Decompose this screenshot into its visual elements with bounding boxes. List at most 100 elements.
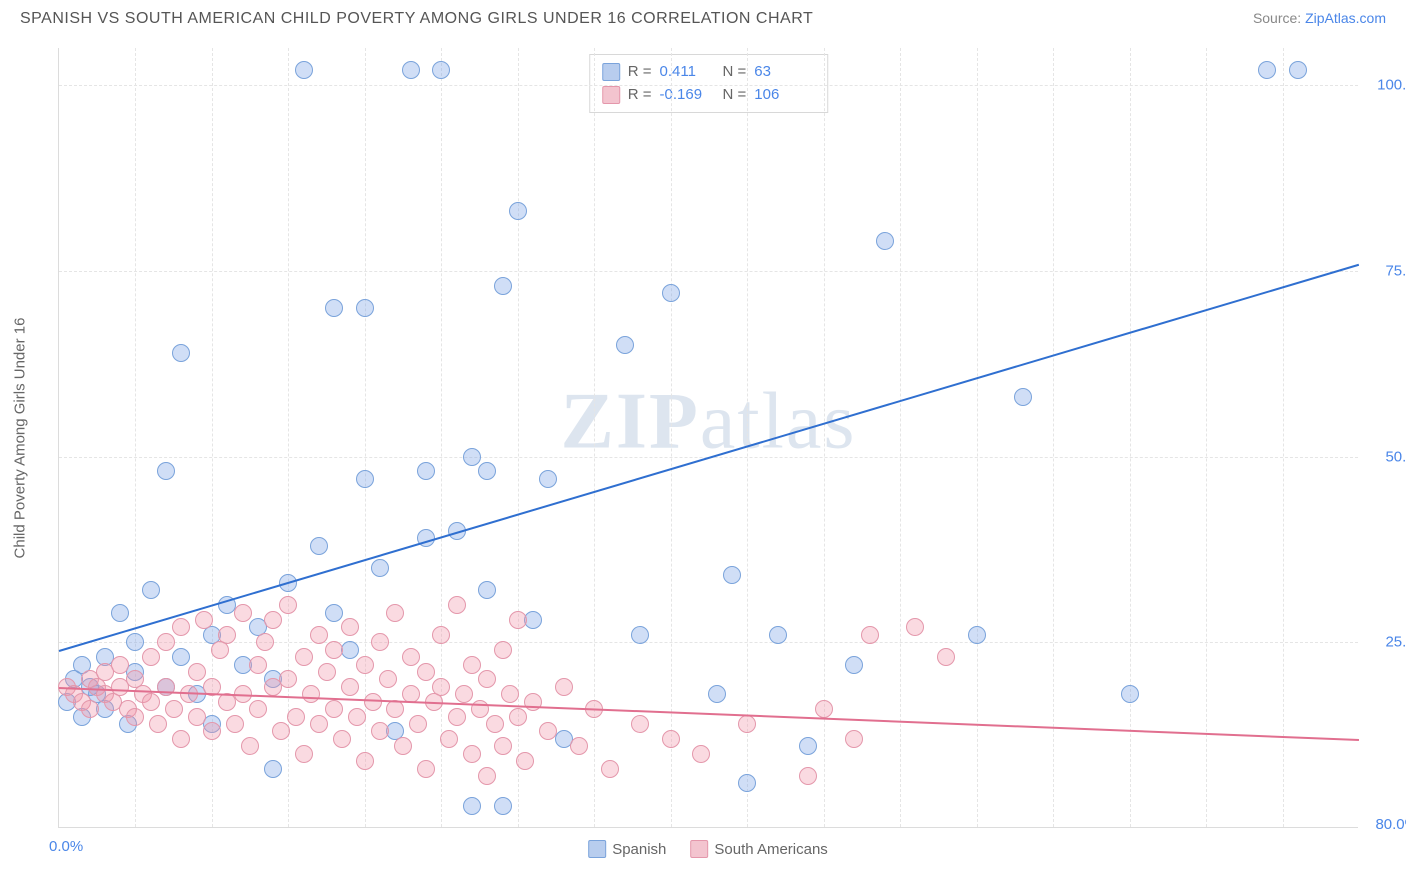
r-label: R = xyxy=(628,84,652,107)
data-point xyxy=(142,581,160,599)
legend-label-south-americans: South Americans xyxy=(714,841,827,858)
data-point xyxy=(769,626,787,644)
data-point xyxy=(723,566,741,584)
data-point xyxy=(356,299,374,317)
data-point xyxy=(861,626,879,644)
source-prefix: Source: xyxy=(1253,10,1305,26)
data-point xyxy=(386,604,404,622)
data-point xyxy=(738,774,756,792)
data-point xyxy=(516,752,534,770)
data-point xyxy=(157,633,175,651)
data-point xyxy=(310,715,328,733)
data-point xyxy=(165,700,183,718)
data-point xyxy=(1258,61,1276,79)
data-point xyxy=(1289,61,1307,79)
data-point xyxy=(463,656,481,674)
data-point xyxy=(968,626,986,644)
data-point xyxy=(509,202,527,220)
data-point xyxy=(509,611,527,629)
gridline-h xyxy=(59,642,1358,643)
data-point xyxy=(356,656,374,674)
gridline-v xyxy=(1130,48,1131,827)
data-point xyxy=(172,344,190,362)
data-point xyxy=(226,715,244,733)
gridline-h xyxy=(59,85,1358,86)
data-point xyxy=(295,745,313,763)
data-point xyxy=(417,760,435,778)
x-axis-max-label: 80.0% xyxy=(1375,816,1406,833)
data-point xyxy=(631,626,649,644)
gridline-v xyxy=(747,48,748,827)
watermark-zip: ZIP xyxy=(561,377,700,465)
data-point xyxy=(432,61,450,79)
source-link[interactable]: ZipAtlas.com xyxy=(1305,10,1386,26)
data-point xyxy=(172,618,190,636)
data-point xyxy=(249,656,267,674)
data-point xyxy=(256,633,274,651)
n-value-south-americans: 106 xyxy=(754,84,809,107)
data-point xyxy=(195,611,213,629)
data-point xyxy=(906,618,924,636)
data-point xyxy=(815,700,833,718)
n-value-spanish: 63 xyxy=(754,61,809,84)
data-point xyxy=(188,663,206,681)
data-point xyxy=(142,693,160,711)
data-point xyxy=(264,760,282,778)
chart-area: ZIPatlas R = 0.411 N = 63 R = -0.169 N =… xyxy=(58,48,1358,828)
data-point xyxy=(111,604,129,622)
data-point xyxy=(318,663,336,681)
data-point xyxy=(126,633,144,651)
data-point xyxy=(432,626,450,644)
data-point xyxy=(463,745,481,763)
data-point xyxy=(149,715,167,733)
data-point xyxy=(333,730,351,748)
data-point xyxy=(494,277,512,295)
data-point xyxy=(455,685,473,703)
data-point xyxy=(1121,685,1139,703)
data-point xyxy=(845,656,863,674)
data-point xyxy=(302,685,320,703)
data-point xyxy=(402,61,420,79)
y-tick-label: 50.0% xyxy=(1368,448,1406,465)
chart-title: SPANISH VS SOUTH AMERICAN CHILD POVERTY … xyxy=(20,10,813,28)
data-point xyxy=(501,685,519,703)
data-point xyxy=(463,448,481,466)
data-point xyxy=(356,470,374,488)
y-tick-label: 25.0% xyxy=(1368,634,1406,651)
data-point xyxy=(126,708,144,726)
data-point xyxy=(432,678,450,696)
scatter-plot: ZIPatlas R = 0.411 N = 63 R = -0.169 N =… xyxy=(58,48,1358,828)
data-point xyxy=(394,737,412,755)
data-point xyxy=(279,596,297,614)
data-point xyxy=(448,596,466,614)
data-point xyxy=(440,730,458,748)
data-point xyxy=(371,722,389,740)
data-point xyxy=(379,670,397,688)
data-point xyxy=(417,663,435,681)
data-point xyxy=(708,685,726,703)
data-point xyxy=(738,715,756,733)
x-axis-min-label: 0.0% xyxy=(49,838,83,855)
data-point xyxy=(310,537,328,555)
r-value-spanish: 0.411 xyxy=(660,61,715,84)
data-point xyxy=(876,232,894,250)
data-point xyxy=(188,708,206,726)
data-point xyxy=(555,678,573,696)
data-point xyxy=(81,700,99,718)
data-point xyxy=(616,336,634,354)
source-credit: Source: ZipAtlas.com xyxy=(1253,10,1386,26)
data-point xyxy=(478,767,496,785)
data-point xyxy=(494,641,512,659)
data-point xyxy=(371,559,389,577)
correlation-stats-box: R = 0.411 N = 63 R = -0.169 N = 106 xyxy=(589,54,829,113)
data-point xyxy=(662,284,680,302)
legend-label-spanish: Spanish xyxy=(612,841,666,858)
data-point xyxy=(631,715,649,733)
data-point xyxy=(157,462,175,480)
data-point xyxy=(799,737,817,755)
gridline-v xyxy=(900,48,901,827)
data-point xyxy=(486,715,504,733)
gridline-v xyxy=(212,48,213,827)
gridline-v xyxy=(441,48,442,827)
r-label: R = xyxy=(628,61,652,84)
